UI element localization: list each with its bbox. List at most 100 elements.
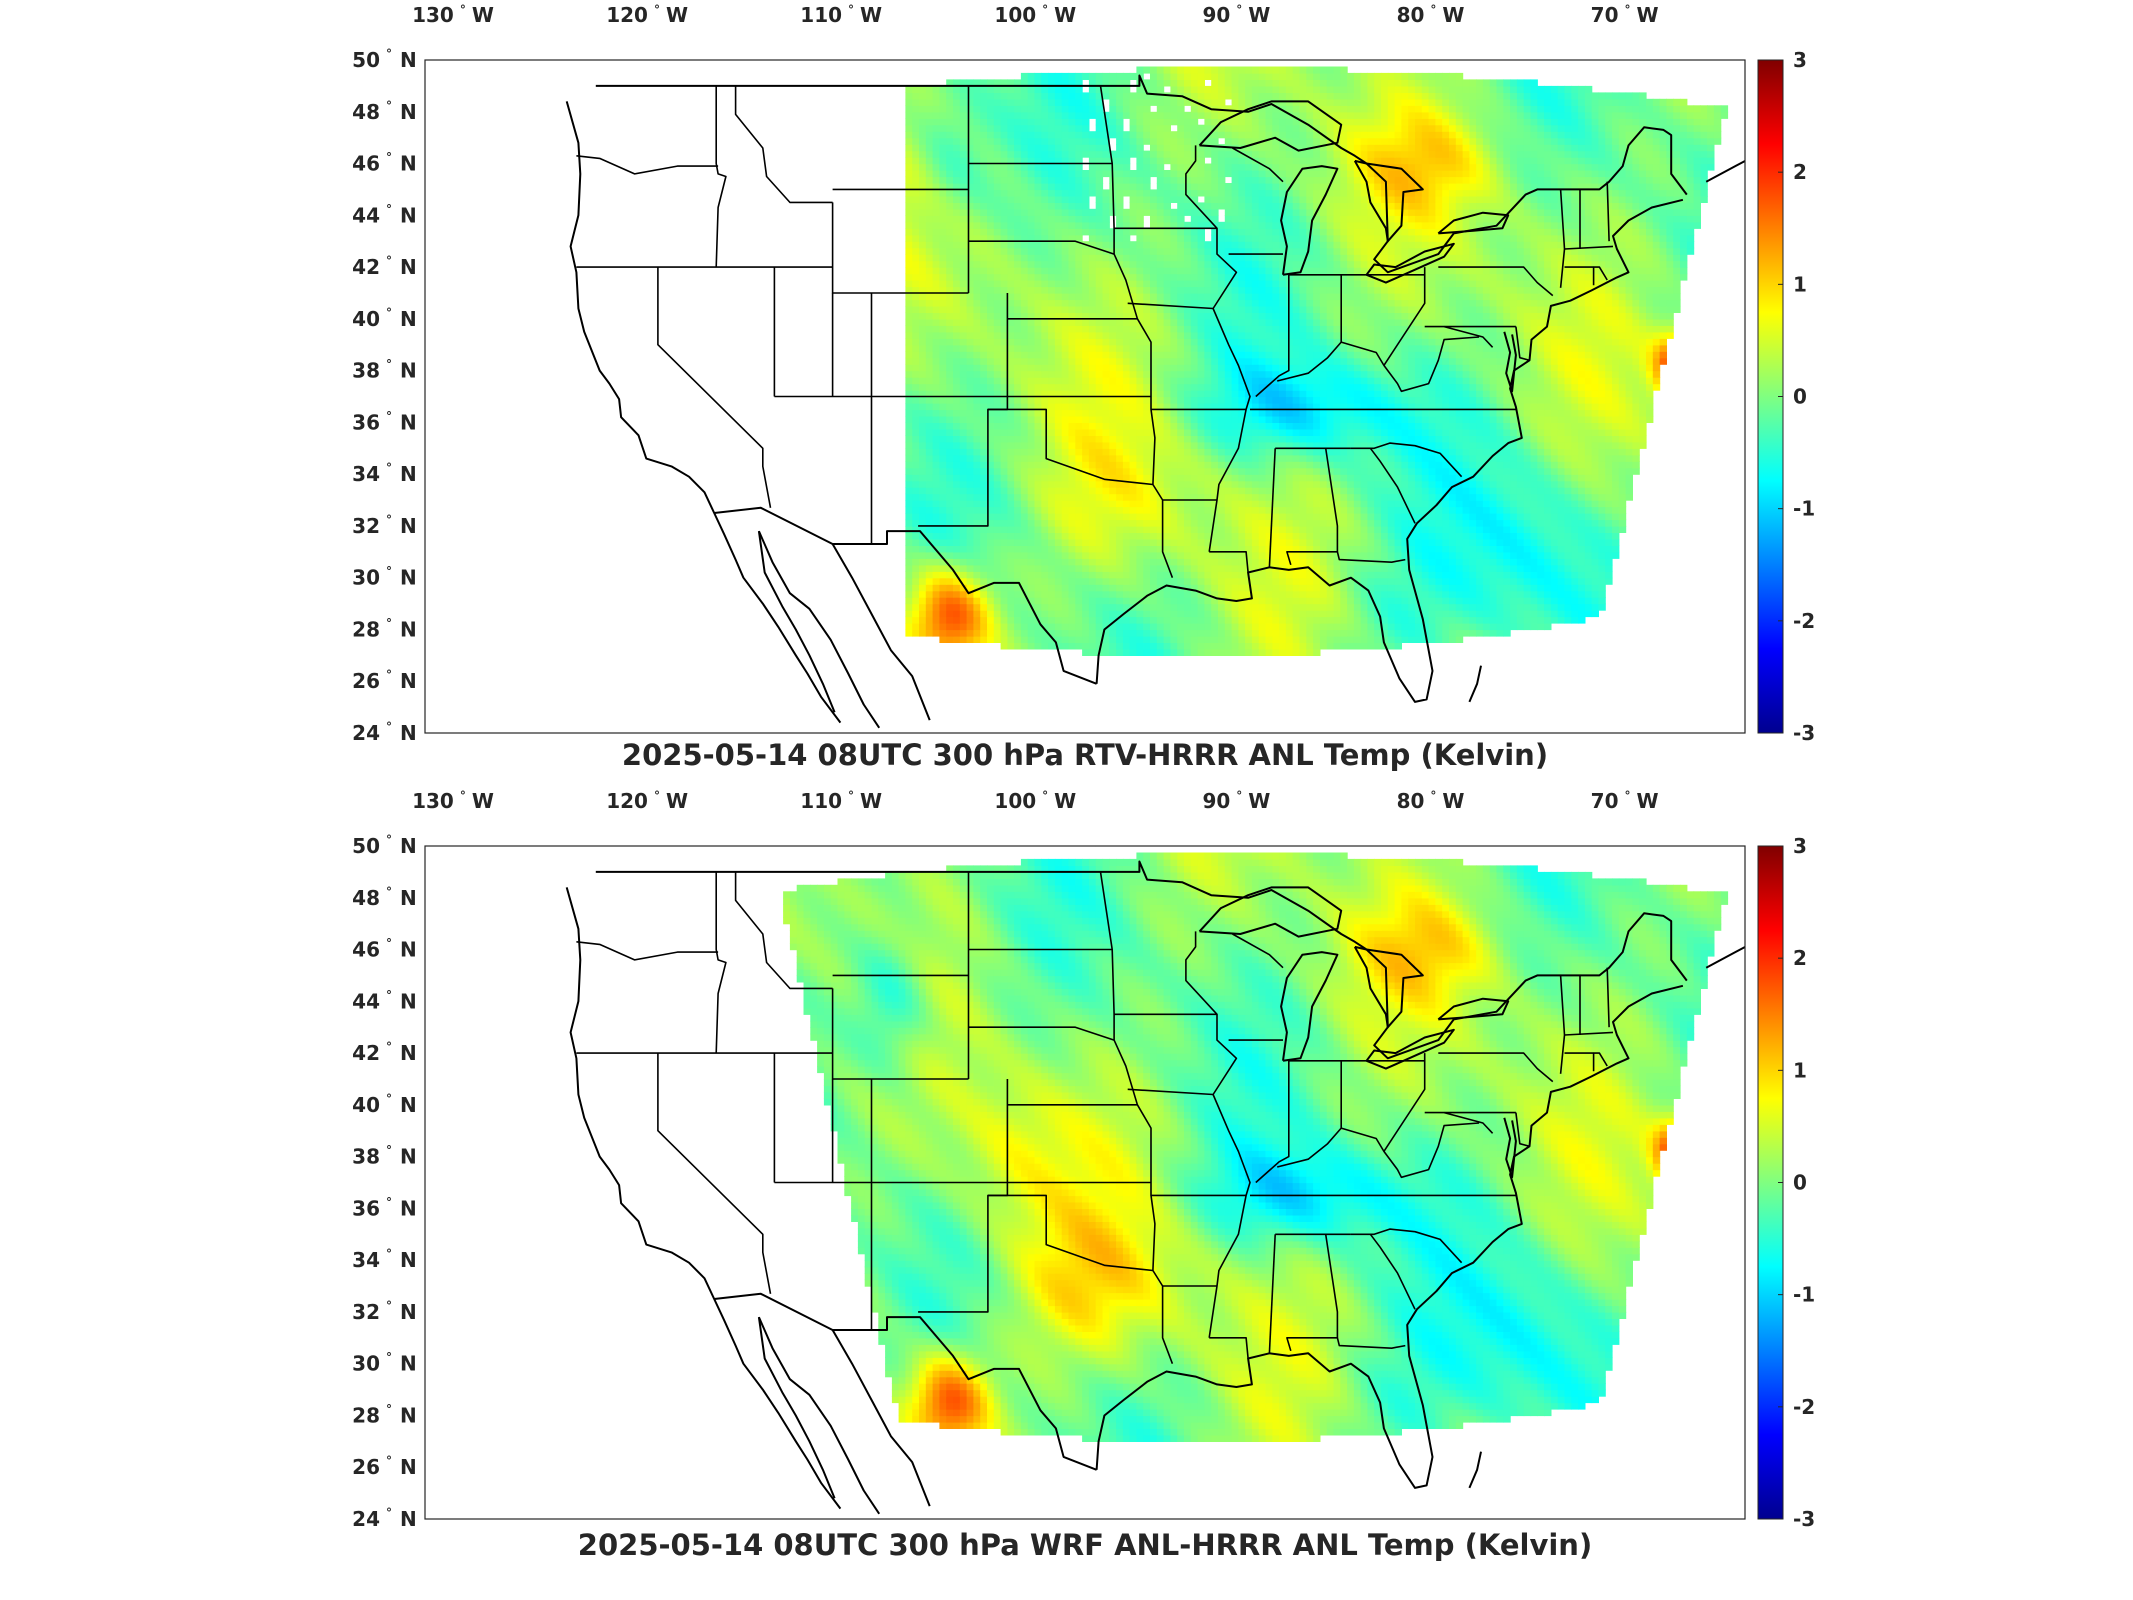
map-panel-1: 130 ° W 120 ° W 110 ° W 100 ° W 90 ° W 80 ° W 70 ° W50 ° N48 ° N… (352, 3, 1815, 772)
degree-symbol: ° (386, 1040, 392, 1054)
state-boundary (1443, 1111, 1494, 1134)
degree-symbol: ° (386, 885, 392, 899)
lat-tick-label: 46 (352, 938, 380, 962)
lat-tick-label: 42 (352, 255, 380, 279)
coastline (831, 1329, 931, 1507)
coastline (1353, 945, 1424, 1029)
lon-hemisphere: W (1637, 790, 1659, 813)
lon-tick-label: 70 (1591, 3, 1619, 27)
lat-hemisphere: N (400, 1093, 417, 1117)
lat-hemisphere: N (400, 203, 417, 227)
lat-hemisphere: N (400, 1248, 417, 1272)
lon-hemisphere: W (1054, 790, 1076, 813)
state-boundary (968, 1026, 1115, 1041)
colorbar-tick-label: 0 (1793, 1171, 1807, 1195)
degree-symbol: ° (386, 565, 392, 579)
lat-tick-label: 48 (352, 100, 380, 124)
degree-symbol: ° (654, 3, 660, 17)
state-boundary (1350, 1228, 1463, 1264)
degree-symbol: ° (386, 513, 392, 527)
state-boundary (1438, 1052, 1554, 1083)
lon-tick-label: 130 (412, 790, 454, 813)
state-boundary (1277, 336, 1480, 393)
lat-tick-label: 28 (352, 617, 380, 641)
lat-hemisphere: N (400, 721, 417, 745)
state-boundary (1255, 1060, 1290, 1184)
lat-hemisphere: N (400, 48, 417, 72)
lon-hemisphere: W (1054, 3, 1076, 27)
lon-tick-label: 80 (1397, 3, 1425, 27)
degree-symbol: ° (386, 1247, 392, 1261)
degree-symbol: ° (386, 202, 392, 216)
lat-tick-label: 28 (352, 1403, 380, 1427)
temperature-field (783, 852, 1729, 1442)
state-boundary (1515, 326, 1530, 362)
state-boundary (1336, 1337, 1406, 1350)
state-boundary (715, 871, 727, 1054)
lat-hemisphere: N (400, 410, 417, 434)
degree-symbol: ° (386, 1454, 392, 1468)
lat-tick-label: 48 (352, 886, 380, 910)
degree-symbol: ° (386, 1351, 392, 1365)
lon-hemisphere: W (472, 790, 494, 813)
state-boundary (715, 85, 727, 268)
map-boundaries (565, 846, 1745, 1515)
lat-hemisphere: N (400, 669, 417, 693)
lat-hemisphere: N (400, 359, 417, 383)
lon-hemisphere: W (1248, 3, 1270, 27)
state-boundary (1277, 1122, 1480, 1179)
coastline (1095, 984, 1684, 1489)
lat-hemisphere: N (400, 255, 417, 279)
lat-hemisphere: N (400, 938, 417, 962)
lon-hemisphere: W (860, 790, 882, 813)
degree-symbol: ° (386, 461, 392, 475)
colorbar-tick-label: -1 (1793, 497, 1815, 521)
lat-tick-label: 50 (352, 834, 380, 858)
degree-symbol: ° (386, 1195, 392, 1209)
lat-hemisphere: N (400, 834, 417, 858)
lat-hemisphere: N (400, 1455, 417, 1479)
state-boundary (1268, 448, 1276, 568)
state-boundary (1336, 551, 1406, 564)
degree-symbol: ° (460, 3, 466, 17)
state-boundary (657, 267, 772, 508)
coastline (565, 101, 842, 724)
coastline (565, 887, 842, 1510)
degree-symbol: ° (386, 1144, 392, 1158)
lat-tick-label: 44 (352, 989, 380, 1013)
lat-tick-label: 44 (352, 203, 380, 227)
coastline (1437, 211, 1510, 235)
colorbar-tick-label: 0 (1793, 385, 1807, 409)
lat-tick-label: 30 (352, 566, 380, 590)
coastline (757, 530, 881, 729)
state-boundary (1564, 1031, 1614, 1036)
lon-tick-label: 80 (1397, 790, 1425, 813)
coastline (1365, 1028, 1455, 1070)
colorbar-tick-label: 2 (1793, 946, 1807, 970)
state-boundary (987, 408, 1153, 486)
state-boundary (987, 1194, 1153, 1272)
coastline (714, 1292, 1097, 1471)
degree-symbol: ° (386, 1402, 392, 1416)
colorbar-tick-label: -3 (1793, 1507, 1815, 1531)
coastline (1468, 1451, 1482, 1489)
lat-tick-label: 24 (352, 1507, 380, 1531)
state-boundary (1268, 1234, 1276, 1354)
state-boundary (1369, 1233, 1416, 1310)
coastline (714, 506, 1097, 685)
state-boundary (1185, 145, 1251, 552)
lon-tick-label: 90 (1202, 3, 1230, 27)
lat-hemisphere: N (400, 1041, 417, 1065)
lat-hemisphere: N (400, 886, 417, 910)
lat-hemisphere: N (400, 1145, 417, 1169)
coastline (1094, 60, 1097, 61)
state-boundary (734, 85, 833, 204)
lat-tick-label: 26 (352, 669, 380, 693)
lon-tick-label: 100 (994, 3, 1036, 27)
lat-tick-label: 34 (352, 1248, 380, 1272)
state-boundary (1255, 274, 1290, 398)
degree-symbol: ° (386, 616, 392, 630)
lat-hemisphere: N (400, 100, 417, 124)
lon-hemisphere: W (666, 790, 688, 813)
coastline (1468, 665, 1482, 703)
